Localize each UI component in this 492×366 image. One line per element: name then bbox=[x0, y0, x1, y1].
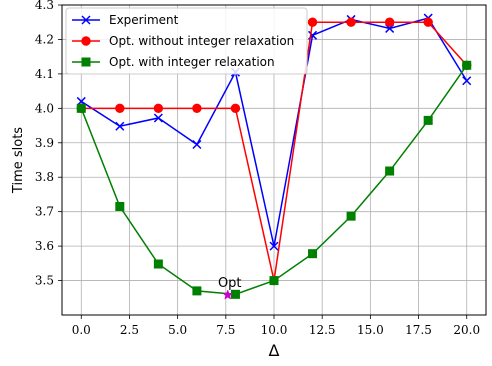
data-point bbox=[423, 17, 433, 27]
x-tick-label: 17.5 bbox=[405, 323, 432, 337]
y-tick-label: 4.1 bbox=[35, 67, 54, 81]
annotation-layer: Opt bbox=[218, 276, 242, 300]
y-tick-label: 3.8 bbox=[35, 170, 54, 184]
x-tick-label: 15.0 bbox=[357, 323, 384, 337]
y-axis-label: Time slots bbox=[11, 127, 26, 194]
data-point bbox=[115, 103, 125, 114]
series-3 bbox=[76, 60, 472, 299]
x-tick-label: 0.0 bbox=[72, 323, 91, 337]
x-axis-ticks: 0.0 2.5 5.0 7.5 10.0 12.5 15.0 17.5 20.0 bbox=[72, 315, 480, 337]
data-point bbox=[153, 103, 164, 114]
x-tick-label: 12.5 bbox=[309, 323, 336, 337]
data-point bbox=[115, 202, 125, 211]
x-axis-label: Δ bbox=[269, 341, 280, 360]
legend-label: Opt. without integer relaxation bbox=[109, 34, 294, 48]
data-point bbox=[192, 139, 202, 150]
annotation-label: Opt bbox=[218, 276, 242, 291]
data-point bbox=[192, 286, 202, 296]
data-point bbox=[230, 103, 241, 114]
legend-entry: Experiment bbox=[72, 13, 179, 27]
data-point bbox=[307, 17, 318, 27]
y-tick-label: 3.5 bbox=[35, 274, 54, 288]
y-axis-ticks: 3.5 3.6 3.7 3.8 3.9 4.0 4.1 4.2 4.3 bbox=[35, 0, 62, 288]
y-tick-label: 3.6 bbox=[35, 239, 54, 253]
data-point bbox=[462, 60, 472, 70]
x-tick-label: 2.5 bbox=[120, 323, 139, 337]
data-point bbox=[192, 103, 202, 114]
legend: Experiment Opt. without integer relaxatio… bbox=[65, 7, 308, 75]
x-tick-label: 10.0 bbox=[261, 323, 288, 337]
data-point bbox=[115, 121, 125, 131]
legend-entry: Opt. without integer relaxation bbox=[72, 34, 294, 48]
data-point bbox=[385, 166, 395, 176]
y-tick-label: 3.9 bbox=[35, 136, 54, 150]
x-tick-label: 7.5 bbox=[216, 323, 235, 337]
y-tick-label: 3.7 bbox=[35, 205, 54, 219]
y-tick-label: 4.2 bbox=[35, 32, 54, 46]
data-point bbox=[308, 249, 318, 259]
legend-marker bbox=[81, 57, 91, 67]
data-point bbox=[423, 115, 433, 125]
y-tick-label: 4.3 bbox=[35, 0, 54, 12]
y-tick-label: 4.0 bbox=[35, 101, 54, 115]
data-point bbox=[462, 76, 472, 86]
legend-box bbox=[65, 7, 308, 75]
legend-marker bbox=[81, 15, 91, 25]
data-point bbox=[346, 211, 356, 221]
data-point bbox=[269, 276, 279, 286]
data-point bbox=[269, 241, 279, 251]
legend-label: Experiment bbox=[109, 13, 179, 27]
data-point bbox=[346, 17, 356, 27]
legend-entry: Opt. with integer relaxation bbox=[72, 55, 275, 69]
x-tick-label: 20.0 bbox=[453, 323, 480, 337]
x-tick-label: 5.0 bbox=[168, 323, 187, 337]
legend-marker bbox=[81, 36, 91, 46]
annotation-marker bbox=[222, 289, 234, 300]
data-point bbox=[153, 113, 163, 123]
legend-label: Opt. with integer relaxation bbox=[109, 55, 275, 69]
data-point bbox=[153, 259, 163, 269]
series-layer bbox=[76, 13, 472, 299]
data-point bbox=[76, 103, 86, 113]
data-point bbox=[230, 289, 240, 299]
data-point bbox=[384, 17, 395, 27]
